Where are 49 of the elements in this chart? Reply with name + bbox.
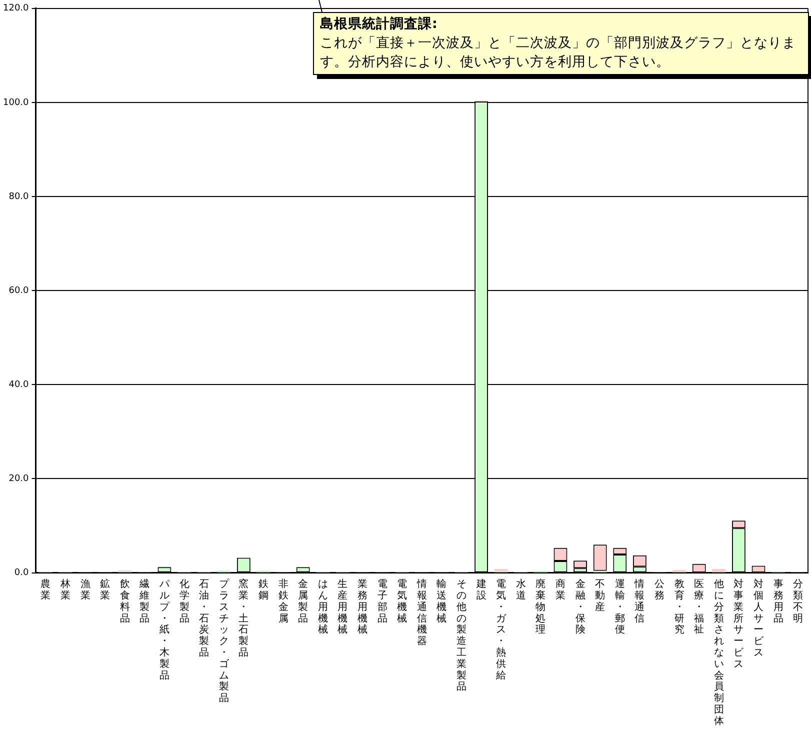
x-tick-label: 建設 xyxy=(475,578,486,602)
annotation: これが「直接＋一次波及」と「二次波及」の「部門別波及グラフ」となります。分析内容により、使いやすい方を利用して下さい。 xyxy=(320,34,797,72)
x-tick-label: 化学製品 xyxy=(179,578,190,624)
x-tick-label: 非鉄金属 xyxy=(278,578,288,624)
x-tick-label: 電子部品 xyxy=(377,579,388,624)
x-tick-label: 不動産 xyxy=(595,579,606,613)
category-label: プラスチック・ゴム製品 xyxy=(218,579,229,704)
x-tick-label: 水道 xyxy=(516,578,526,602)
x-tick-label: 公務 xyxy=(654,578,664,602)
x-tick-label: 廃棄物処理 xyxy=(536,578,546,636)
y-tick-label: 120.0 xyxy=(3,4,30,14)
x-tick-label: 石油・石炭製品 xyxy=(199,579,210,658)
x-tick-label: 情報通信機器 xyxy=(416,578,427,648)
x-tick-label: 漁業 xyxy=(80,578,90,602)
x-tick-label: 教育・研究 xyxy=(674,579,684,636)
x-tick-label: 林業 xyxy=(59,578,70,602)
x-tick-label: 事務用品 xyxy=(773,578,784,624)
x-tick-label: 医療・福祉 xyxy=(694,579,704,636)
y-tick-label: 0.0 xyxy=(14,568,30,578)
y-tick-label: 40.0 xyxy=(8,380,30,390)
category-label: 他に分類されない会員制団体 xyxy=(714,579,724,727)
x-tick-label: 金属製品 xyxy=(298,578,308,624)
x-tick-label: 情報通信 xyxy=(634,578,645,624)
x-tick-label: 窯業・土石製品 xyxy=(238,578,249,658)
category-label: その他の製造工業製品 xyxy=(456,579,466,693)
x-tick-label: 業務用機械 xyxy=(357,578,368,636)
y-tick-label: 80.0 xyxy=(8,192,30,202)
y-tick-label: 20.0 xyxy=(8,474,30,484)
x-tick-label: 農業 xyxy=(40,578,51,602)
x-tick-label: はん用機械 xyxy=(318,579,328,636)
x-tick-label: 鉄鋼 xyxy=(258,578,268,602)
x-tick-label: 繊維製品 xyxy=(138,578,150,624)
annotation: 島根県統計調査課: xyxy=(320,15,438,34)
x-tick-label: 分類不明 xyxy=(793,578,804,624)
x-tick-label: 輸送機械 xyxy=(436,578,447,624)
x-tick-label: 生産用機械 xyxy=(338,578,348,636)
y-tick-label: 60.0 xyxy=(8,286,30,296)
x-tick-label: 対個人サービス xyxy=(754,578,764,658)
bar xyxy=(712,569,726,572)
x-tick-label: 飲食料品 xyxy=(120,579,130,624)
x-tick-label: 商業 xyxy=(555,578,566,602)
category-label: パルプ・紙・木製品 xyxy=(159,579,170,682)
x-tick-label: 対事業所サービス xyxy=(734,578,745,670)
y-tick-label: 100.0 xyxy=(3,98,30,108)
x-tick-label: 電気機械 xyxy=(397,579,408,624)
category-label: 電気・ガス・熱供給 xyxy=(496,579,506,682)
x-tick-label: 鉱業 xyxy=(100,578,110,602)
x-tick-label: 運輸・郵便 xyxy=(614,578,625,636)
x-tick-label: 金融・保険 xyxy=(575,578,586,636)
